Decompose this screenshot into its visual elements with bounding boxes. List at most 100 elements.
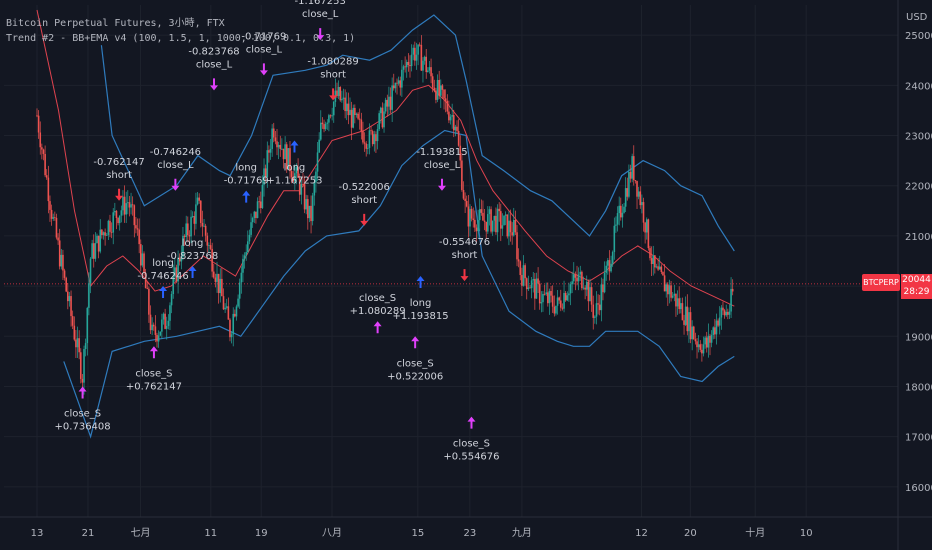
candle-body: [482, 212, 484, 221]
candle-body: [375, 134, 377, 142]
ema-line: [36, 9, 735, 307]
indicator-title[interactable]: Trend #2 - BB+EMA v4 (100, 1.5, 1, 1000,…: [6, 33, 356, 44]
candle-body: [701, 349, 703, 354]
x-tick-label: 10: [800, 528, 813, 539]
candle-body: [256, 201, 259, 218]
candle-body: [631, 156, 633, 179]
candle-body: [221, 278, 223, 297]
candle-body: [146, 288, 149, 289]
candle-body: [521, 275, 523, 286]
candle-body: [684, 306, 687, 325]
candle-body: [295, 167, 298, 174]
candle-body: [263, 168, 265, 185]
candle-body: [99, 229, 102, 252]
candle-body: [341, 98, 343, 101]
candle-body: [307, 199, 309, 219]
candle-body: [715, 320, 718, 335]
candle-body: [691, 326, 693, 340]
candle-body: [662, 271, 664, 276]
candle-body: [538, 283, 541, 304]
candle-body: [688, 312, 690, 332]
candle-body: [388, 96, 390, 107]
candle-body: [491, 220, 494, 232]
candle-body: [655, 266, 658, 268]
candle-body: [454, 126, 457, 131]
signal-arrow-down: [360, 213, 369, 226]
candle-body: [673, 293, 676, 296]
candle-body: [641, 202, 643, 206]
candle-body: [615, 224, 617, 226]
candle-body: [678, 298, 680, 310]
candle-body: [217, 273, 220, 294]
candle-body: [245, 252, 247, 256]
signal-value: -0.746246: [137, 271, 188, 282]
candle-body: [439, 85, 442, 96]
candle-body: [292, 177, 295, 182]
candle-body: [154, 326, 157, 335]
candle-body: [723, 310, 726, 316]
candle-body: [566, 295, 569, 301]
candle-body: [516, 232, 518, 260]
candle-body: [495, 215, 497, 233]
signal-value: close_L: [246, 44, 283, 55]
candle-body: [329, 115, 332, 117]
candle-body: [632, 156, 635, 181]
candle-body: [371, 131, 374, 145]
candle-body: [315, 171, 317, 183]
candle-body: [321, 122, 324, 125]
candle-body: [391, 85, 393, 110]
candle-body: [255, 211, 257, 218]
candle-body: [720, 307, 723, 318]
candle-body: [305, 199, 307, 210]
candle-body: [303, 184, 306, 210]
x-tick-label: 21: [82, 528, 95, 539]
candle-body: [469, 208, 471, 227]
signal-arrow-down: [115, 188, 124, 201]
candle-body: [138, 229, 140, 245]
time-axis[interactable]: 13 21 七月 11 19 八月 15 23 九月 12 20 十月 10: [31, 526, 813, 539]
candle-body: [211, 248, 213, 272]
signal-value: +0.522006: [387, 371, 443, 382]
candle-body: [350, 109, 353, 128]
candle-body: [67, 291, 69, 302]
candle-body: [637, 191, 640, 197]
candle-body: [339, 87, 342, 101]
candle-body: [603, 272, 606, 293]
candle-body: [707, 335, 710, 348]
signal-value: close_L: [157, 160, 194, 171]
signal-label: close_S: [359, 293, 396, 304]
candle-body: [354, 107, 356, 115]
candle-body: [699, 344, 702, 350]
price-axis[interactable]: 2500024000230002200021000200001900018000…: [905, 31, 932, 494]
candle-body: [177, 257, 179, 282]
candle-body: [517, 259, 520, 262]
candle-body: [550, 291, 552, 296]
candle-body: [401, 69, 403, 88]
candle-body: [81, 378, 84, 383]
candle-body: [383, 111, 385, 128]
candle-body: [73, 325, 76, 340]
y-tick-label: 24000: [905, 81, 932, 92]
candle-body: [182, 235, 184, 257]
candle-body: [660, 266, 663, 272]
candle-body: [574, 274, 577, 278]
candle-body: [131, 204, 134, 206]
candle-body: [671, 295, 674, 298]
candle-body: [474, 219, 476, 228]
signal-label: -1.080289: [307, 56, 358, 67]
candle-body: [282, 148, 285, 160]
signal-value: -0.71769: [224, 176, 269, 187]
candle-body: [441, 85, 444, 90]
candle-body: [71, 316, 74, 326]
candle-body: [597, 303, 599, 305]
candle-body: [503, 215, 505, 226]
candle-body: [289, 148, 291, 172]
candle-body: [592, 304, 595, 318]
candle-body: [235, 306, 238, 317]
signal-value: +0.736408: [55, 421, 111, 432]
candle-body: [657, 266, 659, 270]
candle-body: [553, 306, 556, 314]
candle-body: [480, 209, 483, 213]
candle-body: [384, 99, 387, 112]
